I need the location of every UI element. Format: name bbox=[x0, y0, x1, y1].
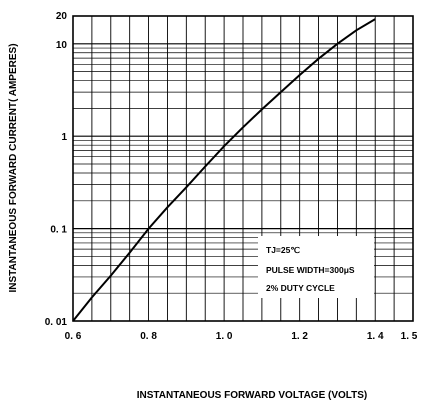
x-tick-label: 0. 6 bbox=[65, 331, 82, 342]
annotation-duty-cycle: 2% DUTY CYCLE bbox=[266, 283, 335, 293]
y-tick-label: 20 bbox=[56, 11, 68, 22]
x-tick-label: 0. 8 bbox=[140, 331, 157, 342]
y-tick-label: 0. 01 bbox=[45, 317, 68, 328]
x-tick-label: 1. 0 bbox=[216, 331, 233, 342]
y-tick-label: 0. 1 bbox=[50, 225, 67, 236]
plot-area-border bbox=[72, 15, 414, 322]
y-tick-label: 10 bbox=[56, 40, 68, 51]
annotation-temperature: TJ=25℃ bbox=[266, 245, 300, 255]
forward-current-curve bbox=[72, 18, 376, 322]
x-tick-label: 1. 4 bbox=[367, 331, 384, 342]
annotation-pulse-width: PULSE WIDTH=300μS bbox=[266, 265, 355, 275]
annotation-box bbox=[258, 236, 374, 298]
x-axis-title: INSTANTANEOUS FORWARD VOLTAGE (VOLTS) bbox=[137, 390, 368, 401]
y-tick-label: 1 bbox=[61, 132, 67, 143]
x-tick-label: 1. 5 bbox=[401, 331, 418, 342]
y-axis-title: INSTANTANEOUS FORWARD CURRENT( AMPERES) bbox=[8, 43, 19, 292]
x-tick-label: 1. 2 bbox=[291, 331, 308, 342]
